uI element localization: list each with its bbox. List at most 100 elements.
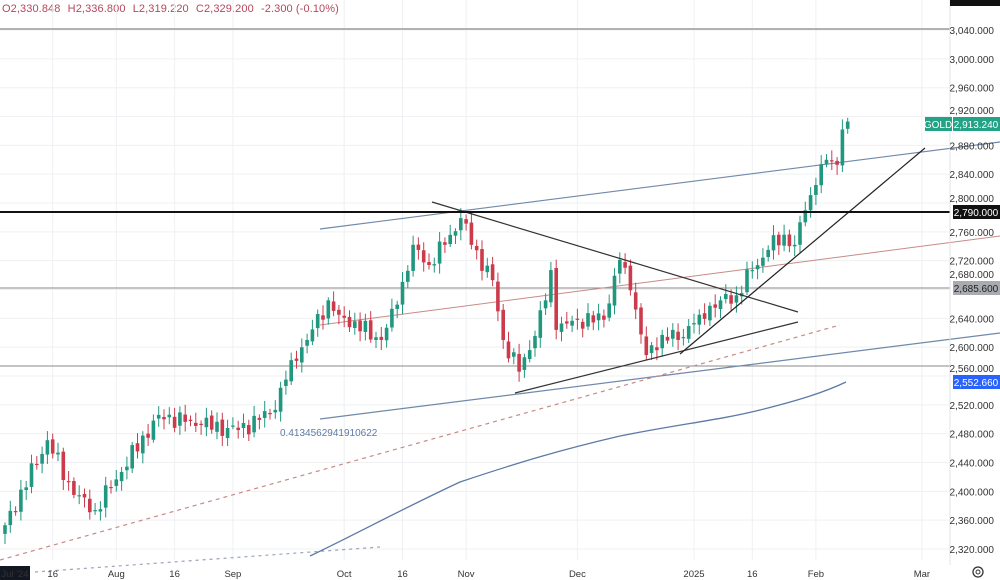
candle-body xyxy=(787,234,792,247)
candle-body xyxy=(310,329,315,342)
candle xyxy=(697,309,702,335)
triangle-lower-line[interactable] xyxy=(514,321,799,394)
candle xyxy=(146,423,150,447)
candle-body xyxy=(427,261,431,266)
candle xyxy=(671,323,675,347)
candle xyxy=(580,318,585,338)
candle xyxy=(241,413,246,438)
candle xyxy=(432,257,437,273)
candle xyxy=(755,258,760,280)
candle xyxy=(321,305,325,330)
candle xyxy=(247,419,251,442)
candle-body xyxy=(172,416,177,428)
candle xyxy=(464,214,468,231)
dashed-gray-line[interactable] xyxy=(34,546,381,573)
candle xyxy=(628,259,633,296)
candle-body xyxy=(395,304,399,309)
candle-body xyxy=(24,487,28,491)
dashed-trend-line[interactable] xyxy=(0,324,841,561)
candle-body xyxy=(538,310,543,338)
candle xyxy=(792,235,797,257)
candle-body xyxy=(586,313,590,327)
channel-mid-line[interactable] xyxy=(319,235,1000,326)
candle-body xyxy=(771,235,776,251)
time-tick: 16 xyxy=(397,569,408,580)
candle-body xyxy=(490,264,495,281)
candle-body xyxy=(353,321,357,328)
candle-body xyxy=(199,423,203,426)
price-tick: 2,840.000 xyxy=(950,170,995,181)
time-tick: Aug xyxy=(108,569,125,580)
candle-body xyxy=(724,293,728,300)
support-trend-line[interactable] xyxy=(679,147,926,355)
candle xyxy=(188,415,193,427)
candle xyxy=(469,212,474,250)
candle-body xyxy=(750,270,755,272)
candle-body xyxy=(252,415,256,433)
fib-label: 0.4134562941910622 xyxy=(280,428,378,439)
candle-body xyxy=(167,414,172,418)
candle-body xyxy=(819,164,823,186)
moving-average-line[interactable] xyxy=(309,381,847,557)
candle-body xyxy=(633,292,638,310)
last-price-label: 2,913.240 xyxy=(954,120,999,131)
candle xyxy=(443,237,447,254)
candle-body xyxy=(162,416,166,420)
candle-body xyxy=(761,257,765,266)
candle-body xyxy=(734,295,739,303)
candle xyxy=(406,265,410,288)
gear-icon[interactable] xyxy=(972,566,984,578)
candle-body xyxy=(512,352,516,357)
time-tick: Oct xyxy=(337,569,352,580)
candle-body xyxy=(390,308,394,328)
candle xyxy=(390,298,394,332)
price-tick: 2,640.000 xyxy=(950,314,995,325)
triangle-upper-line[interactable] xyxy=(431,201,799,313)
candle xyxy=(284,370,288,395)
candle-body xyxy=(755,265,760,270)
candle xyxy=(681,328,686,346)
candle xyxy=(686,319,691,343)
candle xyxy=(729,289,733,311)
candle xyxy=(570,315,574,333)
candle-body xyxy=(8,510,13,526)
candle xyxy=(45,431,50,464)
close-value: C2,329.200 xyxy=(195,3,254,15)
price-tick: 2,360.000 xyxy=(950,516,995,527)
candle-body xyxy=(125,466,129,471)
candle-body xyxy=(278,387,283,412)
candle-body xyxy=(29,463,34,487)
time-axis[interactable]: Jul '24 16 Aug 16 Sep Oct 16 Nov Dec 2025 16 Feb Mar xyxy=(0,566,930,580)
candle xyxy=(183,404,187,432)
candle-body xyxy=(840,129,845,166)
candle-body xyxy=(273,409,278,413)
candle-body xyxy=(824,159,829,164)
candle-body xyxy=(543,300,548,309)
candle xyxy=(633,282,638,320)
candle xyxy=(448,224,452,248)
candle-body xyxy=(183,414,187,422)
candle-body xyxy=(464,219,468,224)
candle xyxy=(559,316,564,342)
candle xyxy=(459,208,463,241)
price-tick: 2,880.000 xyxy=(950,141,995,152)
candle-body xyxy=(469,222,474,245)
candle xyxy=(713,294,717,318)
candle-body xyxy=(363,320,368,332)
candle-body xyxy=(61,451,66,481)
candle xyxy=(421,242,426,272)
candle-body xyxy=(607,303,611,318)
channel-lower-line[interactable] xyxy=(319,332,1000,420)
candle-body xyxy=(13,511,18,513)
candle-body xyxy=(798,222,802,245)
price-axis[interactable]: 3,040.000 3,000.000 2,960.000 2,920.000 2,88… xyxy=(950,26,995,556)
candle-body xyxy=(103,485,108,508)
candle xyxy=(204,407,209,437)
candle-body xyxy=(400,281,405,305)
candle-body xyxy=(660,334,664,349)
candle-body xyxy=(146,433,150,438)
channel-upper-line[interactable] xyxy=(319,141,1000,230)
time-tick: Sep xyxy=(224,569,241,580)
candle xyxy=(156,406,161,427)
